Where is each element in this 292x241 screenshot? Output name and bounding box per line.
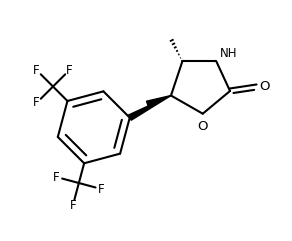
Polygon shape <box>147 95 171 106</box>
Text: F: F <box>66 64 73 77</box>
Text: O: O <box>260 80 270 94</box>
Text: F: F <box>33 96 40 109</box>
Text: O: O <box>197 120 208 133</box>
Text: F: F <box>69 199 76 212</box>
Text: F: F <box>98 182 105 195</box>
Text: F: F <box>33 64 40 77</box>
Text: NH: NH <box>220 47 237 60</box>
Text: F: F <box>53 171 60 183</box>
Polygon shape <box>128 95 171 120</box>
